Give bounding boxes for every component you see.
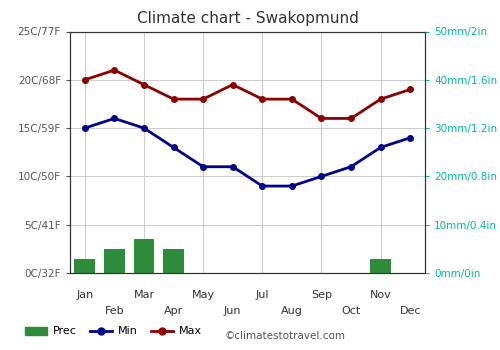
Text: Jun: Jun [224, 306, 242, 316]
Text: Nov: Nov [370, 290, 392, 300]
Text: May: May [192, 290, 214, 300]
Bar [163, 249, 184, 273]
Bar [370, 259, 391, 273]
Text: Mar: Mar [134, 290, 154, 300]
Bar [74, 259, 95, 273]
Text: Sep: Sep [311, 290, 332, 300]
Text: Jan: Jan [76, 290, 94, 300]
Text: Oct: Oct [342, 306, 360, 316]
Text: Apr: Apr [164, 306, 183, 316]
Legend: Prec, Min, Max: Prec, Min, Max [20, 322, 206, 341]
Text: ©climatestotravel.com: ©climatestotravel.com [225, 331, 346, 341]
Bar [134, 239, 154, 273]
Text: Feb: Feb [104, 306, 124, 316]
Title: Climate chart - Swakopmund: Climate chart - Swakopmund [136, 11, 358, 26]
Text: Aug: Aug [281, 306, 303, 316]
Text: Jul: Jul [256, 290, 269, 300]
Bar [104, 249, 124, 273]
Text: Dec: Dec [400, 306, 421, 316]
